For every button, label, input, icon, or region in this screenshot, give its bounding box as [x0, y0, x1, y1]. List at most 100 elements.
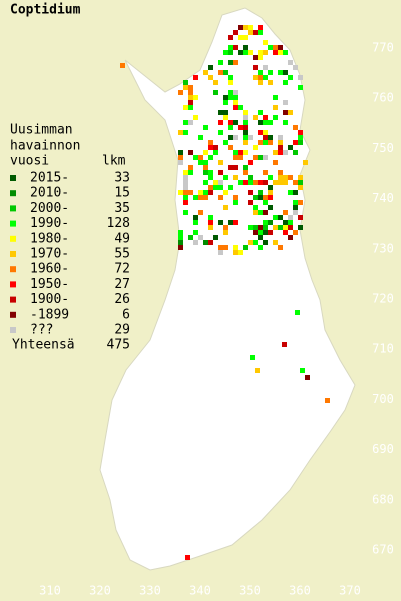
observation-square: [258, 70, 263, 75]
observation-square: [193, 240, 198, 245]
observation-square: [238, 25, 243, 30]
observation-square: [188, 150, 193, 155]
observation-square: [208, 185, 213, 190]
observation-square: [233, 150, 238, 155]
observation-square: [233, 30, 238, 35]
observation-square: [193, 230, 198, 235]
observation-square: [243, 135, 248, 140]
observation-square: [268, 120, 273, 125]
observation-square: [203, 170, 208, 175]
legend-swatch: [10, 175, 16, 181]
observation-square: [183, 210, 188, 215]
observation-square: [238, 125, 243, 130]
observation-square: [263, 155, 268, 160]
observation-square: [273, 215, 278, 220]
observation-square: [198, 155, 203, 160]
y-grid-label: 700: [372, 392, 394, 406]
observation-square: [243, 180, 248, 185]
observation-square: [248, 240, 253, 245]
observation-square: [253, 195, 258, 200]
observation-square: [218, 195, 223, 200]
observation-square: [248, 50, 253, 55]
observation-square: [253, 30, 258, 35]
observation-square: [198, 135, 203, 140]
observation-square: [178, 150, 183, 155]
x-grid-label: 320: [89, 584, 111, 598]
observation-square: [233, 95, 238, 100]
observation-square: [253, 240, 258, 245]
observation-square: [263, 115, 268, 120]
observation-square: [233, 220, 238, 225]
observation-square: [188, 95, 193, 100]
observation-square: [273, 45, 278, 50]
observation-square: [228, 45, 233, 50]
observation-square: [258, 235, 263, 240]
observation-square: [258, 30, 263, 35]
observation-square: [263, 230, 268, 235]
observation-square: [263, 180, 268, 185]
observation-square: [258, 225, 263, 230]
observation-square: [263, 240, 268, 245]
observation-square: [213, 145, 218, 150]
observation-square: [293, 205, 298, 210]
legend-label: 1980-: [30, 231, 69, 246]
observation-square: [243, 245, 248, 250]
y-grid-label: 670: [372, 543, 394, 557]
observation-square: [263, 135, 268, 140]
observation-square: [273, 105, 278, 110]
observation-square: [298, 185, 303, 190]
observation-square: [263, 40, 268, 45]
observation-square: [208, 240, 213, 245]
observation-square: [188, 190, 193, 195]
y-grid-label: 740: [372, 191, 394, 205]
observation-square: [203, 180, 208, 185]
observation-square: [258, 80, 263, 85]
observation-square: [223, 225, 228, 230]
observation-square: [178, 130, 183, 135]
observation-square: [233, 200, 238, 205]
observation-square: [288, 75, 293, 80]
observation-square: [178, 235, 183, 240]
observation-square: [253, 115, 258, 120]
observation-square: [278, 150, 283, 155]
observation-square: [293, 140, 298, 145]
observation-square: [233, 105, 238, 110]
y-grid-label: 720: [372, 292, 394, 306]
observation-square: [233, 245, 238, 250]
observation-square: [223, 70, 228, 75]
observation-square: [243, 130, 248, 135]
observation-square: [223, 110, 228, 115]
observation-square: [278, 50, 283, 55]
observation-square: [208, 140, 213, 145]
observation-square: [268, 185, 273, 190]
legend-swatch: [10, 311, 16, 318]
y-grid-label: 680: [372, 492, 394, 506]
observation-square: [218, 130, 223, 135]
observation-square: [278, 135, 283, 140]
observation-square: [263, 170, 268, 175]
observation-square: [188, 165, 193, 170]
observation-square: [258, 195, 263, 200]
observation-square: [288, 175, 293, 180]
observation-square: [243, 115, 248, 120]
observation-square: [248, 190, 253, 195]
y-grid-label: 750: [372, 141, 394, 155]
observation-square: [283, 230, 288, 235]
observation-square: [238, 105, 243, 110]
legend-heading: havainnon: [10, 139, 80, 154]
observation-square: [298, 200, 303, 205]
observation-square: [188, 90, 193, 95]
observation-square: [188, 85, 193, 90]
observation-square: [298, 225, 303, 230]
observation-square: [273, 180, 278, 185]
observation-square: [268, 190, 273, 195]
observation-square: [282, 342, 287, 347]
legend-count: 15: [114, 186, 130, 201]
observation-square: [208, 220, 213, 225]
observation-square: [228, 145, 233, 150]
observation-square: [278, 180, 283, 185]
observation-square: [278, 245, 283, 250]
legend-count: 55: [114, 247, 130, 262]
observation-square: [183, 185, 188, 190]
observation-square: [293, 150, 298, 155]
